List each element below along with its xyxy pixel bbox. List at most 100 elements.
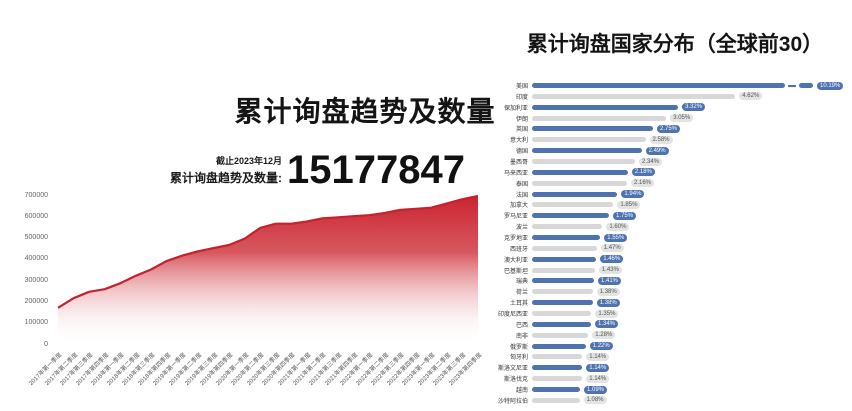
y-tick-label: 0 — [44, 340, 48, 348]
country-label: 荷兰 — [515, 290, 528, 297]
bar — [532, 354, 583, 360]
bar — [532, 137, 646, 143]
country-label: 美国 — [515, 84, 528, 90]
country-label: 印度 — [515, 94, 528, 101]
bar — [532, 278, 594, 284]
bar — [532, 93, 736, 99]
bar-row: 罗马尼亚 1.75% — [490, 211, 852, 220]
bar — [532, 289, 593, 295]
bar-value-badge: 1.94% — [621, 190, 645, 199]
y-tick-label: 200000 — [24, 297, 48, 305]
area-chart-svg — [57, 194, 479, 345]
bar — [532, 343, 586, 349]
country-label: 克罗地亚 — [503, 236, 528, 243]
area-line — [57, 194, 479, 309]
bar — [532, 332, 589, 338]
bar-value-badge: 2.16% — [631, 179, 655, 188]
bar-value-badge: 1.34% — [595, 320, 619, 329]
right-chart-title: 累计询盘国家分布（全球前30） — [526, 33, 824, 56]
country-label: 伊朗 — [515, 116, 528, 123]
bar-row: 泰国 2.16% — [490, 179, 852, 188]
bar-value-badge: 1.47% — [600, 244, 624, 253]
country-label: 保加利亚 — [503, 105, 528, 112]
bar-value-badge: 1.08% — [583, 396, 607, 405]
bar-row: 美国 10.19% — [490, 81, 852, 90]
bar-value-badge: 2.58% — [649, 135, 673, 144]
bar-value-badge: 1.75% — [613, 211, 637, 220]
bar-value-badge: 1.28% — [592, 331, 616, 340]
inquiry-stat-block: 截止2023年12月 累计询盘趋势及数量: 15177847 — [170, 150, 465, 190]
bar-row: 巴基斯坦 1.43% — [490, 266, 852, 275]
country-label: 英国 — [515, 127, 528, 134]
bar — [532, 245, 597, 251]
bar — [532, 311, 592, 317]
bar-value-badge: 1.46% — [600, 255, 624, 264]
bar-value-badge: 1.09% — [584, 385, 608, 394]
bar — [532, 148, 642, 154]
bar — [532, 104, 679, 110]
bar-value-badge: 1.43% — [598, 266, 622, 275]
bar-row: 匈牙利 1.14% — [490, 352, 852, 361]
country-label: 法国 — [515, 192, 528, 199]
country-label: 斯洛伐克 — [503, 377, 528, 384]
bar-row: 英国 2.75% — [490, 124, 852, 134]
bar — [532, 256, 597, 262]
area-fill — [58, 196, 478, 345]
bar-row: 南非 1.28% — [490, 331, 852, 340]
bar — [532, 224, 603, 230]
bar-row: 沙特阿拉伯 1.08% — [490, 396, 852, 405]
bar — [532, 115, 667, 121]
country-label: 马来西亚 — [503, 170, 528, 177]
bar — [532, 397, 580, 403]
bar — [532, 376, 583, 382]
bar-value-badge: 1.38% — [596, 287, 620, 296]
bar-value-badge: 1.14% — [586, 374, 610, 383]
bar — [532, 235, 601, 241]
bar-value-badge: 1.35% — [595, 309, 619, 318]
country-label: 南非 — [515, 333, 528, 340]
country-label: 巴西 — [515, 322, 528, 329]
bar-row: 波兰 1.60% — [490, 222, 852, 231]
country-label: 加拿大 — [509, 203, 528, 210]
bar-row: 澳大利亚 1.46% — [490, 255, 852, 264]
bar-row: 克罗地亚 1.55% — [490, 233, 852, 243]
country-label: 越南 — [515, 388, 528, 395]
bar-value-badge: 1.55% — [604, 233, 628, 242]
bar — [532, 169, 628, 175]
bar-value-badge: 3.32% — [682, 103, 706, 112]
country-label: 泰国 — [515, 181, 528, 188]
bar-value-badge: 2.18% — [631, 168, 655, 177]
country-label: 斯洛文尼亚 — [497, 366, 528, 373]
bar-row: 印度 4.62% — [490, 92, 852, 101]
bar — [532, 300, 593, 306]
bar-row: 俄罗斯 1.22% — [490, 342, 852, 351]
bar-value-badge: 2.49% — [645, 146, 669, 155]
bar-row: 印度尼西亚 1.35% — [490, 309, 852, 319]
bar-value-badge: 1.22% — [589, 342, 613, 351]
bar-value-badge: 10.19% — [817, 81, 844, 90]
stat-labels: 截止2023年12月 累计询盘趋势及数量: — [170, 154, 282, 186]
country-label: 印度尼西亚 — [497, 312, 528, 319]
bar-row: 加拿大 1.85% — [490, 200, 852, 210]
country-label: 巴基斯坦 — [503, 268, 528, 275]
bar-row: 越南 1.09% — [490, 385, 852, 395]
bar-value-badge: 1.41% — [598, 276, 622, 285]
bar — [532, 126, 653, 132]
bar-value-badge: 1.14% — [586, 363, 610, 372]
y-tick-label: 400000 — [24, 255, 48, 263]
bar — [532, 365, 583, 371]
axis-break-dash — [788, 84, 796, 87]
bar-row: 法国 1.94% — [490, 190, 852, 199]
bar-value-badge: 1.38% — [596, 298, 620, 307]
y-tick-label: 700000 — [24, 191, 48, 199]
left-chart-title: 累计询盘趋势及数量 — [234, 96, 496, 127]
bar — [532, 159, 635, 165]
bar-value-badge: 2.34% — [639, 157, 663, 166]
bar-row: 斯洛伐克 1.14% — [490, 374, 852, 384]
bar — [532, 83, 785, 88]
bar — [532, 213, 609, 219]
y-tick-label: 300000 — [24, 276, 48, 284]
bar — [532, 321, 591, 327]
stat-note-date: 截止2023年12月 — [215, 156, 283, 166]
bar-row: 土耳其 1.38% — [490, 298, 852, 307]
